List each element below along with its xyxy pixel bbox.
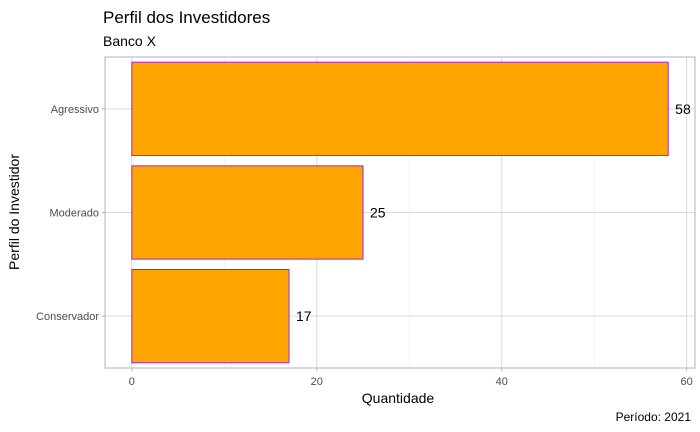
axis-layer: 0 20 40 60 Agressivo Moderado Conservador xyxy=(36,104,693,388)
bar-moderado xyxy=(131,165,364,260)
bar-agressivo xyxy=(131,61,669,156)
data-label-conservador: 17 xyxy=(296,308,312,324)
x-tick-label: 40 xyxy=(496,376,508,388)
chart-caption: Período: 2021 xyxy=(616,410,692,424)
x-axis-title: Quantidade xyxy=(362,390,435,406)
bar-conservador xyxy=(131,269,290,364)
y-tick-label: Conservador xyxy=(36,311,99,323)
chart-subtitle: Banco X xyxy=(103,33,157,49)
labels-layer: 58 25 17 xyxy=(296,101,691,324)
data-label-agressivo: 58 xyxy=(675,101,691,117)
data-label-moderado: 25 xyxy=(370,205,386,221)
y-tick-label: Moderado xyxy=(49,208,99,220)
x-tick-label: 20 xyxy=(311,376,323,388)
bars-layer xyxy=(131,61,669,364)
chart-title: Perfil dos Investidores xyxy=(103,8,270,27)
y-tick-label: Agressivo xyxy=(51,104,99,116)
x-tick-label: 0 xyxy=(129,376,135,388)
y-axis-title: Perfil do Investidor xyxy=(6,154,22,270)
x-tick-label: 60 xyxy=(681,376,693,388)
